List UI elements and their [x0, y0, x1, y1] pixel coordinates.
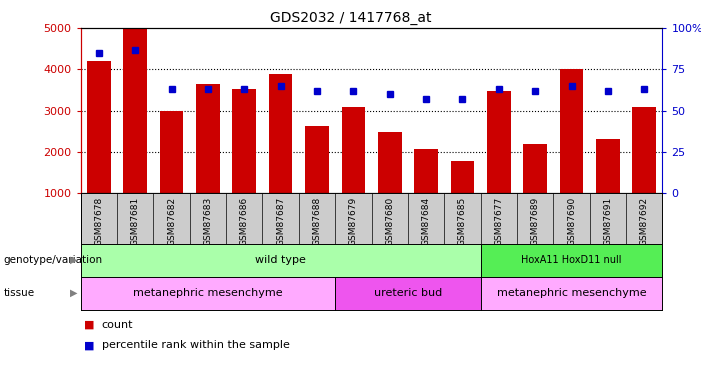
- Bar: [559, 69, 583, 193]
- Text: GSM87680: GSM87680: [386, 197, 394, 246]
- Text: wild type: wild type: [255, 255, 306, 265]
- Text: GSM87682: GSM87682: [167, 197, 176, 246]
- Text: GSM87681: GSM87681: [130, 197, 139, 246]
- Bar: [596, 139, 620, 193]
- Text: GSM87689: GSM87689: [531, 197, 540, 246]
- Bar: [268, 74, 292, 193]
- Bar: [632, 106, 656, 193]
- Bar: [341, 107, 365, 193]
- Text: GSM87685: GSM87685: [458, 197, 467, 246]
- Text: metanephric mesenchyme: metanephric mesenchyme: [497, 288, 646, 298]
- Bar: [123, 28, 147, 193]
- Text: count: count: [102, 320, 133, 330]
- Text: GSM87690: GSM87690: [567, 197, 576, 246]
- Text: genotype/variation: genotype/variation: [4, 255, 102, 265]
- Bar: [160, 111, 184, 193]
- Text: ■: ■: [84, 320, 95, 330]
- Text: GSM87687: GSM87687: [276, 197, 285, 246]
- Text: ■: ■: [84, 340, 95, 350]
- Bar: [378, 132, 402, 193]
- Text: GSM87684: GSM87684: [421, 197, 430, 246]
- Bar: [524, 144, 547, 193]
- Text: GSM87679: GSM87679: [349, 197, 358, 246]
- Text: GSM87677: GSM87677: [494, 197, 503, 246]
- Text: GSM87678: GSM87678: [95, 197, 103, 246]
- Bar: [305, 126, 329, 193]
- Bar: [414, 149, 438, 193]
- Text: ▶: ▶: [69, 288, 77, 298]
- Text: GSM87688: GSM87688: [313, 197, 322, 246]
- Text: metanephric mesenchyme: metanephric mesenchyme: [133, 288, 283, 298]
- Text: tissue: tissue: [4, 288, 34, 298]
- Text: percentile rank within the sample: percentile rank within the sample: [102, 340, 290, 350]
- Text: HoxA11 HoxD11 null: HoxA11 HoxD11 null: [522, 255, 622, 265]
- Text: GSM87683: GSM87683: [203, 197, 212, 246]
- Text: GDS2032 / 1417768_at: GDS2032 / 1417768_at: [270, 11, 431, 25]
- Bar: [487, 91, 510, 193]
- Text: GSM87691: GSM87691: [604, 197, 613, 246]
- Bar: [451, 161, 475, 193]
- Text: ureteric bud: ureteric bud: [374, 288, 442, 298]
- Bar: [196, 84, 219, 193]
- Text: GSM87692: GSM87692: [640, 197, 648, 246]
- Bar: [87, 61, 111, 193]
- Bar: [233, 89, 256, 193]
- Text: GSM87686: GSM87686: [240, 197, 249, 246]
- Text: ▶: ▶: [69, 255, 77, 265]
